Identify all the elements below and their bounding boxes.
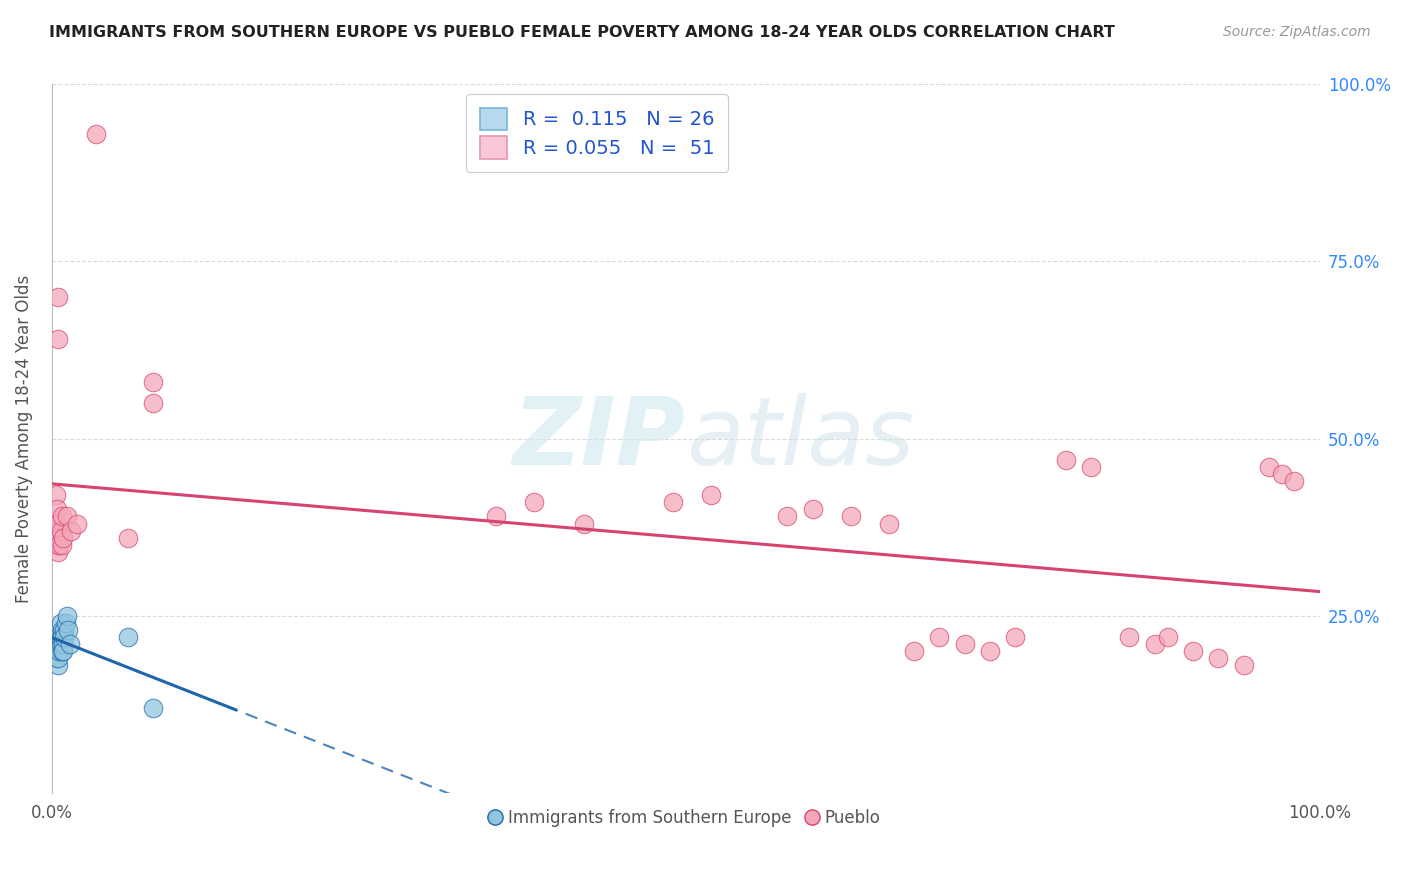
Point xyxy=(1271,467,1294,481)
Point xyxy=(801,502,824,516)
Point xyxy=(142,375,165,389)
Point xyxy=(46,545,69,559)
Point xyxy=(839,509,862,524)
Point xyxy=(903,644,925,658)
Text: Source: ZipAtlas.com: Source: ZipAtlas.com xyxy=(1223,25,1371,39)
Point xyxy=(1054,452,1077,467)
Point xyxy=(53,623,76,637)
Point xyxy=(1080,459,1102,474)
Y-axis label: Female Poverty Among 18-24 Year Olds: Female Poverty Among 18-24 Year Olds xyxy=(15,275,32,603)
Point xyxy=(53,630,76,644)
Point xyxy=(56,509,79,524)
Point xyxy=(45,488,67,502)
Point xyxy=(48,531,70,545)
Point xyxy=(142,700,165,714)
Point xyxy=(45,637,67,651)
Point xyxy=(52,531,75,545)
Point xyxy=(45,630,67,644)
Point xyxy=(46,531,69,545)
Point xyxy=(52,637,75,651)
Point xyxy=(877,516,900,531)
Point xyxy=(59,524,82,538)
Point xyxy=(48,637,70,651)
Point xyxy=(46,332,69,346)
Point xyxy=(66,516,89,531)
Text: IMMIGRANTS FROM SOUTHERN EUROPE VS PUEBLO FEMALE POVERTY AMONG 18-24 YEAR OLDS C: IMMIGRANTS FROM SOUTHERN EUROPE VS PUEBL… xyxy=(49,25,1115,40)
Point xyxy=(1118,630,1140,644)
Point xyxy=(49,524,72,538)
Legend: Immigrants from Southern Europe, Pueblo: Immigrants from Southern Europe, Pueblo xyxy=(484,803,887,834)
Point xyxy=(45,502,67,516)
Point xyxy=(51,623,73,637)
Point xyxy=(1143,637,1166,651)
Point xyxy=(58,637,80,651)
Point xyxy=(58,623,80,637)
Point xyxy=(48,538,70,552)
Point xyxy=(117,531,139,545)
Point xyxy=(46,538,69,552)
Point xyxy=(51,644,73,658)
Point xyxy=(928,630,950,644)
Point xyxy=(56,608,79,623)
Point xyxy=(51,509,73,524)
Point xyxy=(1004,630,1026,644)
Point xyxy=(953,637,976,651)
Point xyxy=(46,644,69,658)
Point xyxy=(1181,644,1204,658)
Point xyxy=(1258,459,1281,474)
Point xyxy=(49,630,72,644)
Point xyxy=(776,509,799,524)
Point xyxy=(142,396,165,410)
Point xyxy=(1284,474,1306,488)
Point xyxy=(117,630,139,644)
Point xyxy=(52,644,75,658)
Point xyxy=(46,651,69,665)
Point xyxy=(574,516,596,531)
Point xyxy=(1206,651,1229,665)
Point xyxy=(84,127,107,141)
Point xyxy=(979,644,1001,658)
Point xyxy=(45,651,67,665)
Point xyxy=(1156,630,1178,644)
Point xyxy=(484,509,506,524)
Point xyxy=(49,637,72,651)
Text: atlas: atlas xyxy=(686,393,914,484)
Point xyxy=(522,495,544,509)
Point xyxy=(51,630,73,644)
Text: ZIP: ZIP xyxy=(513,392,686,484)
Point xyxy=(51,538,73,552)
Point xyxy=(1232,658,1254,673)
Point xyxy=(48,644,70,658)
Point xyxy=(48,630,70,644)
Point xyxy=(662,495,685,509)
Point xyxy=(46,516,69,531)
Point xyxy=(45,644,67,658)
Point xyxy=(46,658,69,673)
Point xyxy=(45,524,67,538)
Point xyxy=(55,615,77,630)
Point xyxy=(49,615,72,630)
Point xyxy=(45,538,67,552)
Point xyxy=(700,488,723,502)
Point xyxy=(45,516,67,531)
Point xyxy=(46,290,69,304)
